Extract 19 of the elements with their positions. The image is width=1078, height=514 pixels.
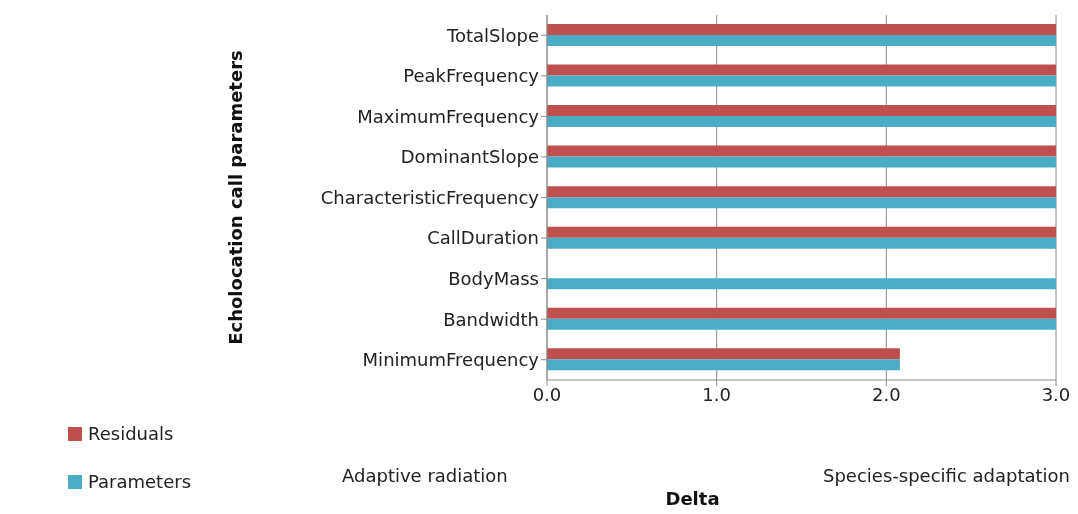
y-tick-label: MaximumFrequency [357, 105, 540, 127]
x-tick-label: 1.0 [702, 383, 731, 405]
y-tick-label: DominantSlope [400, 146, 539, 168]
y-tick-label: BodyMass [448, 268, 539, 289]
y-tick-label: PeakFrequency [403, 65, 540, 87]
y-tick-label: TotalSlope [446, 24, 539, 46]
y-axis-title: Echolocation call parameters [225, 50, 247, 345]
y-tick-label: MinimumFrequency [362, 349, 540, 371]
x-tick-label: 2.0 [872, 383, 901, 405]
x-tick-label: 3.0 [1041, 383, 1071, 405]
y-tick-label: CallDuration [427, 227, 539, 249]
y-tick-label: CharacteristicFrequency [320, 186, 540, 208]
y-tick-label: Bandwidth [443, 308, 539, 330]
x-axis-title: Delta [664, 488, 721, 509]
text: Adaptive radiation [342, 465, 508, 486]
x-tick-label: 0.0 [532, 383, 562, 405]
text: Species-specific adaptation [823, 465, 1070, 486]
legend-label: Residuals [88, 422, 174, 446]
legend-label: Parameters [88, 470, 192, 494]
